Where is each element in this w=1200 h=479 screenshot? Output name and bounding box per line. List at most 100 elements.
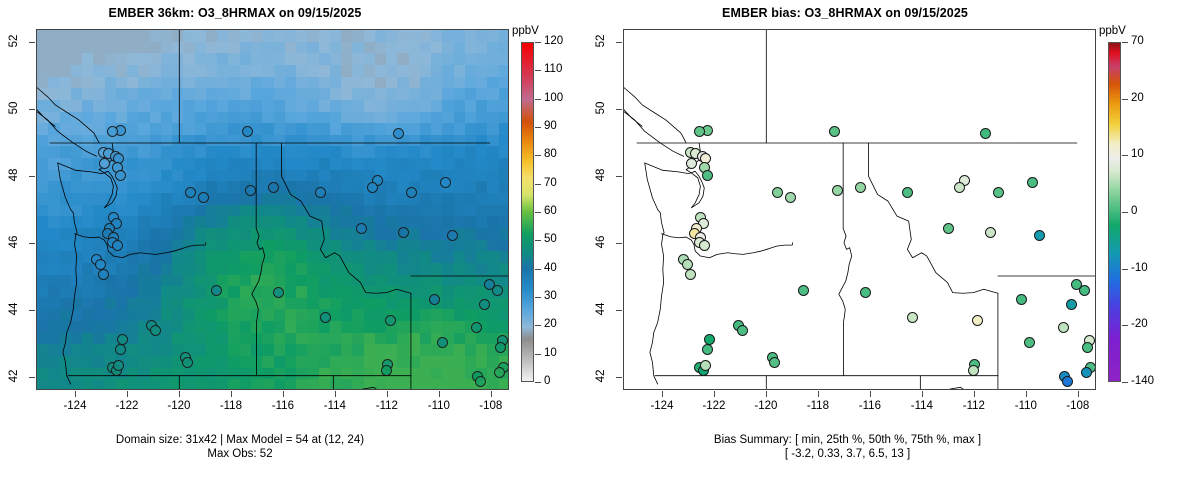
geo-gsl: [358, 387, 381, 389]
raster-cell: [205, 297, 218, 311]
raster-cell: [70, 88, 83, 101]
raster-cell: [262, 216, 275, 229]
raster-cell: [397, 309, 410, 322]
raster-cell: [127, 204, 139, 217]
raster-cell: [442, 99, 455, 113]
raster-cell: [138, 134, 151, 148]
bias-site-marker: [699, 240, 711, 252]
raster-cell: [284, 227, 297, 241]
raster-cell: [273, 134, 286, 148]
aqs-site-marker: [97, 268, 109, 280]
raster-cell: [250, 262, 263, 276]
raster-cell: [250, 321, 263, 334]
raster-cell: [453, 53, 466, 66]
raster-cell: [419, 169, 432, 182]
raster-cell: [217, 309, 230, 322]
raster-cell: [93, 297, 106, 311]
raster-cell: [453, 262, 466, 276]
raster-cell: [307, 204, 320, 217]
raster-cell: [419, 64, 432, 78]
raster-cell: [397, 123, 410, 136]
raster-cell: [329, 251, 342, 264]
raster-cell: [115, 64, 128, 78]
raster-cell: [262, 344, 275, 357]
aqs-site-marker: [99, 158, 111, 170]
raster-cell: [149, 53, 162, 66]
raster-cell: [172, 274, 184, 287]
raster-cell: [160, 332, 173, 346]
raster-cell: [397, 239, 410, 252]
raster-cell: [419, 216, 432, 229]
raster-cell: [431, 216, 444, 229]
raster-cell: [329, 297, 342, 311]
bias-site-marker: [697, 217, 709, 229]
raster-cell: [205, 88, 218, 101]
raster-cell: [498, 379, 508, 389]
raster-cell: [138, 76, 151, 89]
raster-cell: [194, 134, 207, 148]
raster-cell: [431, 169, 444, 182]
y-tick-label: 46: [595, 235, 607, 249]
raster-cell: [262, 146, 275, 159]
raster-cell: [341, 53, 353, 66]
raster-cell: [397, 169, 410, 182]
footer-bias-line1: Bias Summary: [ min, 25th %, 50th %, 75t…: [713, 434, 982, 446]
raster-cell: [127, 344, 139, 357]
raster-cell: [127, 274, 139, 287]
raster-cell: [273, 332, 286, 346]
raster-cell: [318, 134, 331, 148]
raster-cell: [307, 158, 320, 171]
raster-cell: [37, 367, 49, 380]
raster-cell: [352, 88, 365, 101]
raster-cell: [59, 193, 72, 206]
colorbar-tick: [535, 183, 541, 185]
raster-cell: [70, 30, 83, 43]
aqs-site-marker: [210, 285, 222, 297]
raster-cell: [284, 344, 297, 357]
raster-cell: [296, 158, 308, 171]
raster-cell: [397, 216, 410, 229]
aqs-site-marker: [491, 285, 503, 297]
aqs-site-marker: [113, 360, 125, 372]
raster-cell: [476, 76, 489, 89]
raster-cell: [138, 169, 151, 182]
raster-cell: [453, 227, 466, 241]
raster-cell: [498, 181, 508, 194]
raster-cell: [352, 356, 365, 369]
raster-cell: [431, 41, 444, 54]
raster-cell: [386, 53, 398, 66]
raster-cell: [453, 379, 466, 389]
raster-cell: [115, 134, 128, 148]
raster-cell: [48, 193, 61, 206]
x-tick-label: -110: [1014, 400, 1037, 412]
raster-cell: [82, 181, 94, 194]
raster-cell: [149, 41, 162, 54]
raster-cell: [419, 134, 432, 148]
raster-cell: [160, 274, 173, 287]
raster-cell: [329, 309, 342, 322]
colorbar-tick: [535, 325, 541, 327]
raster-cell: [48, 332, 61, 346]
raster-cell: [37, 123, 49, 136]
raster-cell: [352, 216, 365, 229]
raster-cell: [498, 30, 508, 43]
raster-cell: [250, 193, 263, 206]
raster-cell: [464, 227, 477, 241]
raster-cell: [217, 274, 230, 287]
raster-cell: [498, 146, 508, 159]
raster-cell: [37, 356, 49, 369]
raster-cell: [386, 111, 398, 124]
raster-cell: [138, 146, 151, 159]
footer-model-line2: Max Obs: 52: [207, 448, 273, 460]
raster-cell: [37, 239, 49, 252]
raster-cell: [205, 181, 218, 194]
raster-cell: [194, 169, 207, 182]
raster-cell: [228, 274, 241, 287]
raster-cell: [386, 123, 398, 136]
raster-cell: [476, 169, 489, 182]
raster-cell: [318, 227, 331, 241]
raster-cell: [250, 251, 263, 264]
raster-cell: [48, 297, 61, 311]
raster-cell: [329, 158, 342, 171]
colorbar-tick: [535, 240, 541, 242]
